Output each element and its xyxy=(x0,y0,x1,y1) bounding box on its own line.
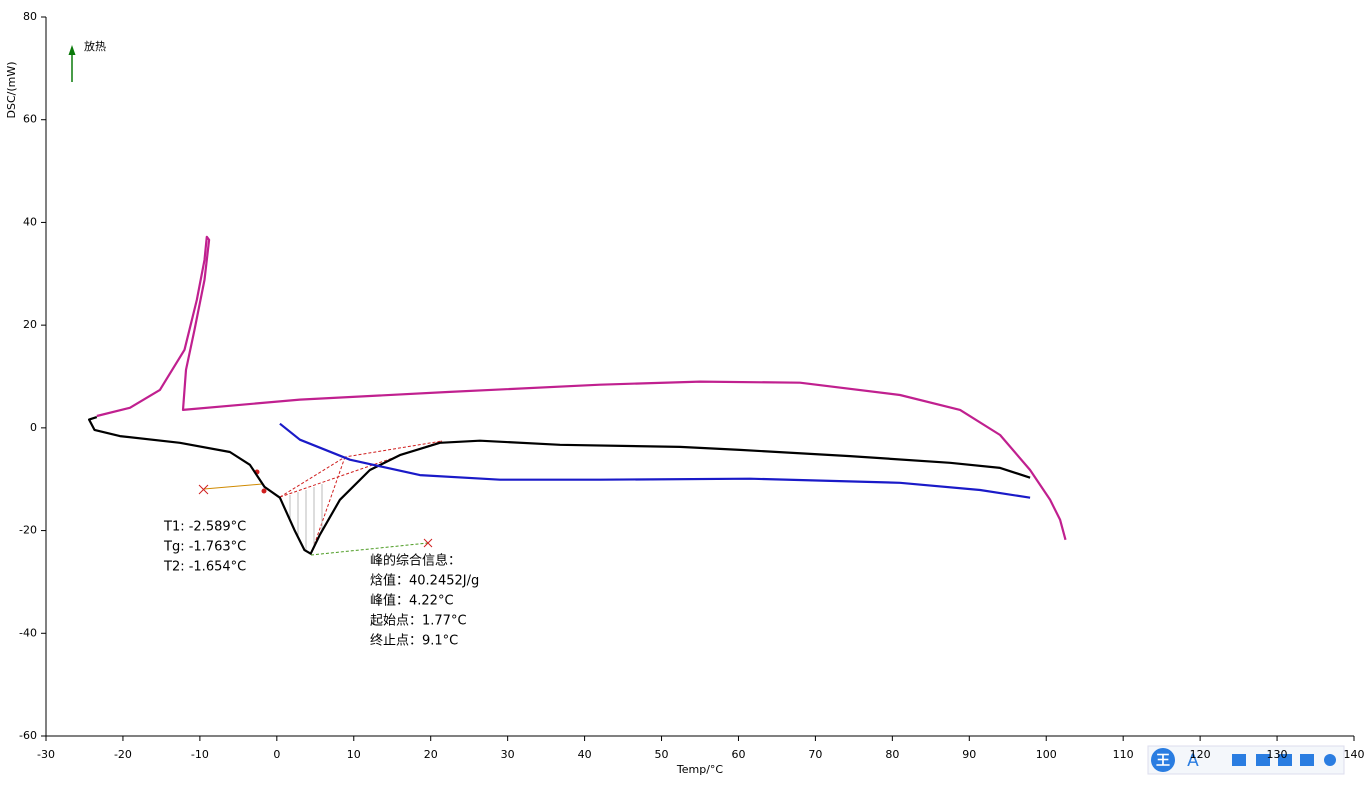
y-tick-label: 80 xyxy=(23,10,37,23)
dsc-curve xyxy=(96,235,1067,541)
x-tick-label: 70 xyxy=(808,748,822,761)
x-tick-label: 130 xyxy=(1267,748,1288,761)
x-tick-label: 90 xyxy=(962,748,976,761)
toolbar-logo-text: 王 xyxy=(1156,753,1170,769)
y-tick-label: -20 xyxy=(19,524,37,537)
peak-annotation: 峰的综合信息： xyxy=(370,553,461,569)
toolbar: 王 A xyxy=(1147,745,1345,775)
y-axis-label: DSC/(mW) xyxy=(5,61,18,118)
x-tick-label: 30 xyxy=(501,748,515,761)
toolbar-logo[interactable] xyxy=(1151,748,1175,772)
x-tick-label: 100 xyxy=(1036,748,1057,761)
x-tick-label: 40 xyxy=(578,748,592,761)
peak-annotation: 终止点：9.1°C xyxy=(370,633,458,649)
x-tick-label: 80 xyxy=(885,748,899,761)
y-tick-label: 0 xyxy=(30,421,37,434)
tg-leader xyxy=(203,483,263,490)
peak-annotation: 峰值：4.22°C xyxy=(370,593,454,609)
peak-hatch xyxy=(289,484,323,552)
toolbar-icon[interactable] xyxy=(1300,754,1314,766)
tg-point xyxy=(261,488,267,494)
peak-annotation: 起始点：1.77°C xyxy=(370,614,467,629)
dsc-curve xyxy=(279,422,1031,499)
toolbar-icon[interactable] xyxy=(1232,754,1246,766)
x-tick-label: -20 xyxy=(114,748,132,761)
peak-annotation: 焓值：40.2452J/g xyxy=(370,573,479,589)
tg-annotation: Tg: -1.763°C xyxy=(163,540,246,555)
x-tick-label: -30 xyxy=(37,748,55,761)
x-tick-label: 110 xyxy=(1113,748,1134,761)
toolbar-settings[interactable] xyxy=(1324,754,1336,766)
x-tick-label: 60 xyxy=(731,748,745,761)
y-tick-label: 60 xyxy=(23,113,37,126)
x-tick-label: 10 xyxy=(347,748,361,761)
exo-label: 放热 xyxy=(84,39,106,53)
y-tick-label: -60 xyxy=(19,729,37,742)
y-tick-label: 20 xyxy=(23,318,37,331)
dsc-curve xyxy=(88,416,1031,555)
toolbar-icon[interactable] xyxy=(1278,754,1292,766)
x-tick-label: 140 xyxy=(1344,748,1365,761)
x-tick-label: 120 xyxy=(1190,748,1211,761)
tg-annotation: T2: -1.654°C xyxy=(163,560,246,575)
tg-cross xyxy=(198,484,209,495)
exo-arrow-head xyxy=(68,45,76,55)
x-tick-label: -10 xyxy=(191,748,209,761)
y-tick-label: 40 xyxy=(23,215,37,228)
tg-annotation: T1: -2.589°C xyxy=(163,520,246,535)
analysis-lines xyxy=(198,440,443,556)
peak-cross xyxy=(423,538,433,548)
toolbar-icon[interactable] xyxy=(1256,754,1270,766)
x-axis-label: Temp/°C xyxy=(676,763,724,776)
baseline-construction xyxy=(279,440,443,555)
x-tick-label: 50 xyxy=(655,748,669,761)
y-tick-label: -40 xyxy=(19,626,37,639)
x-tick-label: 0 xyxy=(273,748,280,761)
toolbar-font[interactable]: A xyxy=(1187,751,1199,771)
x-tick-label: 20 xyxy=(424,748,438,761)
